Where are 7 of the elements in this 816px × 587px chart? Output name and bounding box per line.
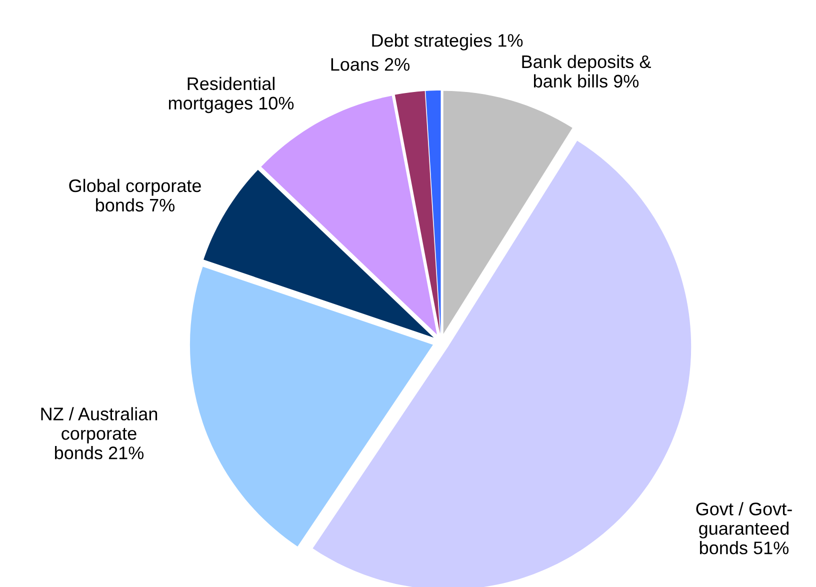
slice-label: Govt / Govt- guaranteed bonds 51% [696,502,792,554]
slice-label: NZ / Australian corporate bonds 21% [41,407,158,460]
slice-label: Debt strategies 1% [372,34,523,50]
slice-label: Global corporate bonds 7% [69,178,201,212]
slice-label: Residential mortgages 10% [168,76,294,114]
slice-label: Bank deposits & bank bills 9% [522,54,651,88]
slice-label: Loans 2% [331,58,410,71]
